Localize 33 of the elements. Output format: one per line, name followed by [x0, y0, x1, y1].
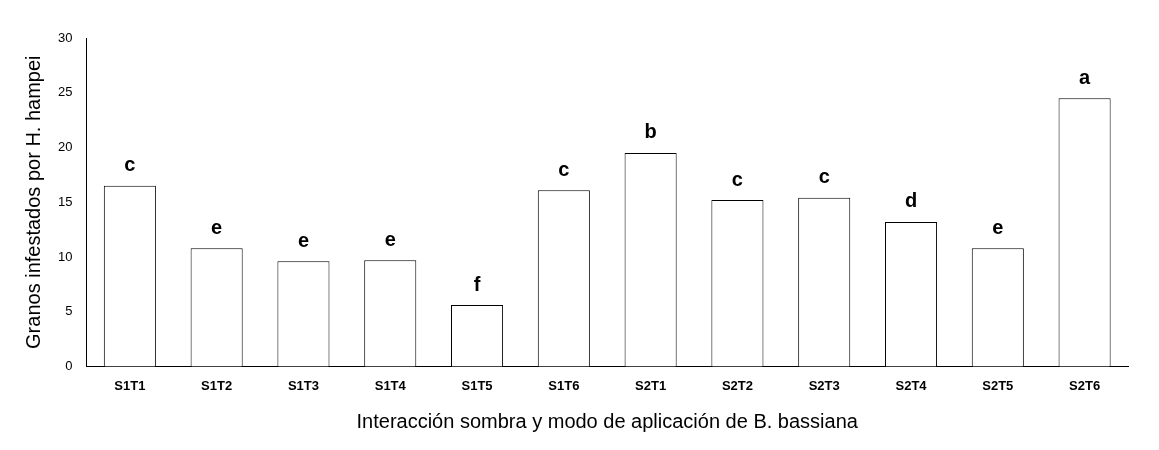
data-label: e [992, 215, 1004, 238]
x-tick-label: S1T5 [461, 377, 493, 393]
x-tick-label: S1T3 [287, 377, 319, 393]
data-label: c [731, 167, 743, 190]
x-tick-label: S2T5 [982, 377, 1014, 393]
y-axis-title: Granos infestados por H. hampei [21, 55, 44, 349]
x-tick-label: S1T6 [548, 377, 580, 393]
data-label: f [473, 272, 481, 295]
data-label: e [211, 215, 223, 238]
x-tick-label: S2T6 [1069, 377, 1101, 393]
x-tick-label: S2T1 [635, 377, 667, 393]
y-tick-label: 20 [57, 139, 73, 155]
y-tick-label: 30 [57, 29, 73, 45]
data-label: d [904, 189, 918, 212]
x-tick-label: S2T3 [808, 377, 840, 393]
y-tick-label: 5 [65, 303, 73, 319]
data-label: c [818, 165, 830, 188]
x-tick-label: S2T2 [721, 377, 753, 393]
y-tick-label: 0 [65, 357, 73, 373]
data-label: e [384, 227, 396, 250]
data-label: b [644, 120, 657, 143]
x-tick-label: S2T4 [895, 377, 928, 393]
y-tick-label: 15 [57, 193, 73, 209]
data-label: c [558, 157, 570, 180]
data-label: e [297, 228, 310, 251]
y-tick-label: 10 [57, 248, 73, 264]
x-tick-label: S1T4 [374, 377, 407, 393]
data-label: a [1079, 65, 1092, 88]
x-tick-label: S1T1 [114, 377, 146, 393]
x-tick-label: S1T2 [201, 377, 233, 393]
y-tick-label: 25 [57, 84, 73, 100]
x-axis-title: Interacción sombra y modo de aplicación de B. bassiana [356, 409, 859, 432]
data-label: c [124, 153, 136, 176]
